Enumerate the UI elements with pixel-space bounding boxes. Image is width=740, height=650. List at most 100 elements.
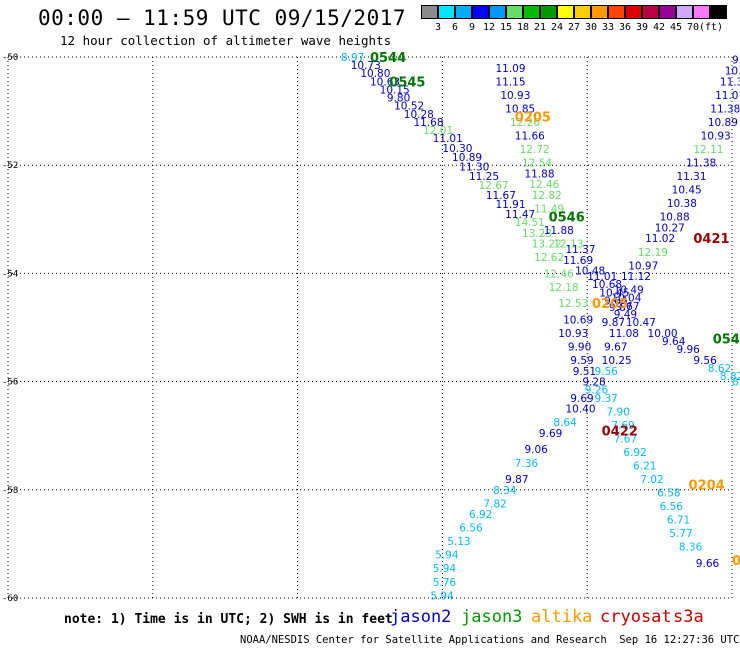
wave-height-label: 8.82 — [720, 371, 740, 383]
color-scale-label: 45 — [669, 22, 683, 33]
wave-height-label: 10.45 — [672, 185, 702, 197]
wave-height-label: 6.56 — [660, 501, 684, 513]
wave-height-label: 10.51 — [725, 66, 740, 78]
pass-time-label: 0203 — [732, 554, 740, 569]
wave-height-label: 9.06 — [524, 444, 548, 456]
pass-time-label: 0545 — [389, 75, 425, 90]
wave-height-label: 10.27 — [655, 222, 685, 234]
wave-height-label: 11.91 — [495, 199, 525, 211]
wave-height-label: 10.38 — [667, 198, 697, 210]
wave-height-label: 11.49 — [534, 203, 564, 215]
pass-time-label: 0544 — [370, 51, 406, 66]
wave-height-label: 10.89 — [452, 152, 482, 164]
color-scale-swatch — [455, 5, 472, 19]
wave-height-label: 10.89 — [708, 117, 738, 129]
wave-height-label: 10.97 — [628, 260, 658, 272]
pass-time-label: 0205 — [515, 111, 551, 126]
wave-height-label: 9.87 — [602, 317, 625, 329]
wave-height-label: 11.47 — [505, 209, 535, 221]
wave-height-label: 7.36 — [515, 458, 539, 470]
color-scale-swatch — [710, 5, 727, 19]
color-scale-label: 9 — [468, 22, 476, 33]
color-scale-swatch — [659, 5, 676, 19]
wave-height-label: 10.93 — [500, 90, 530, 102]
legend-cryosat: cryosat — [600, 607, 672, 627]
wave-height-label: 6.58 — [657, 488, 680, 500]
wave-height-label: 10.04 — [611, 293, 641, 305]
wave-height-label: 8.36 — [679, 542, 703, 554]
wave-height-label: 10.49 — [614, 285, 644, 297]
wave-height-label: 11.25 — [469, 171, 499, 183]
wave-height-label: 11.30 — [459, 161, 489, 173]
color-scale-swatch — [523, 5, 540, 19]
wave-height-label: 5.94 — [435, 550, 459, 562]
color-scale-label: 70 — [686, 22, 700, 33]
wave-height-label: 8.9 — [732, 377, 740, 389]
wave-height-label: 9.67 — [609, 302, 632, 314]
wave-height-label: 11.69 — [563, 255, 593, 267]
wave-height-label: 9.51 — [573, 366, 596, 378]
wave-height-label: 10.73 — [351, 60, 381, 72]
wave-height-label: 10.93 — [701, 130, 731, 142]
wave-height-label: 9.96 — [676, 344, 700, 356]
wave-height-label: 11.88 — [544, 225, 574, 237]
wave-height-label: 11.02 — [645, 233, 675, 245]
wave-height-label: 9.64 — [604, 295, 628, 307]
wave-height-label: 9.50 — [732, 55, 740, 67]
wave-height-label: 11.38 — [710, 103, 740, 115]
wave-height-label: 10.68 — [592, 279, 622, 291]
pass-time-label: 0422 — [602, 424, 638, 439]
wave-height-label: 10.28 — [404, 109, 434, 121]
wave-height-label: 9.90 — [568, 341, 591, 353]
wave-height-label: 5.94 — [433, 563, 457, 575]
wave-height-label: 9.64 — [662, 336, 686, 348]
color-scale-swatch — [693, 5, 710, 19]
wave-height-label: 12.46 — [529, 179, 559, 191]
wave-height-label: 11.12 — [621, 271, 651, 283]
altimeter-plot: 606366697275-50-52-54-56-58-608.9710.731… — [2, 51, 740, 604]
wave-height-label: 10.40 — [565, 404, 595, 416]
chart-title: 00:00 – 11:59 UTC 09/15/2017 — [38, 6, 407, 30]
color-scale-label: 21 — [533, 22, 547, 33]
wave-height-label: 11.37 — [565, 244, 595, 256]
color-scale-label: (ft) — [699, 22, 724, 33]
color-scale-label: 24 — [550, 22, 564, 33]
chart-subtitle: 12 hour collection of altimeter wave hei… — [60, 33, 392, 48]
wave-height-label: 11.30 — [720, 76, 740, 88]
wave-height-label: 13.22 — [532, 239, 562, 251]
legend-jason3: jason3 — [461, 607, 523, 627]
wave-height-label: 10.93 — [558, 328, 588, 340]
color-scale-label: 27 — [567, 22, 581, 33]
color-scale-swatch — [557, 5, 574, 19]
wave-height-label: 14.51 — [515, 217, 545, 229]
color-scale-label: 6 — [451, 22, 459, 33]
wave-height-label: 8.62 — [708, 363, 731, 375]
color-scale-swatch — [574, 5, 591, 19]
wave-height-label: 8.97 — [341, 52, 364, 64]
wave-height-label: 12.46 — [544, 268, 574, 280]
color-scale-label: 15 — [499, 22, 513, 33]
wave-height-label: 6.92 — [623, 447, 646, 459]
wave-height-label: 13.23 — [522, 228, 552, 240]
wave-height-label: 5.76 — [433, 577, 457, 589]
wave-height-label: 6.92 — [469, 509, 492, 521]
color-scale-label: 3 — [434, 22, 442, 33]
wave-height-label: 11.01 — [715, 90, 740, 102]
footnote: note: 1) Time is in UTC; 2) SWH is in fe… — [64, 612, 393, 627]
legend-s3a: s3a — [673, 607, 704, 627]
wave-height-label: 9.28 — [582, 377, 605, 389]
wave-height-label: 7.69 — [611, 420, 634, 432]
wave-height-label: 11.08 — [609, 328, 639, 340]
color-scale-label: 33 — [601, 22, 615, 33]
color-scale-swatch — [642, 5, 659, 19]
wave-height-label: 11.68 — [413, 117, 443, 129]
wave-height-label: 12.18 — [549, 282, 579, 294]
wave-height-label: 9.66 — [696, 558, 720, 570]
y-tick-label: -60 — [2, 594, 18, 604]
wave-height-label: 10.69 — [563, 314, 593, 326]
color-scale-swatch — [489, 5, 506, 19]
wave-height-label: 11.01 — [587, 271, 617, 283]
wave-height-label: 7.82 — [483, 498, 506, 510]
wave-height-label: 9.87 — [505, 474, 528, 486]
wave-height-label: 12.01 — [423, 125, 453, 137]
